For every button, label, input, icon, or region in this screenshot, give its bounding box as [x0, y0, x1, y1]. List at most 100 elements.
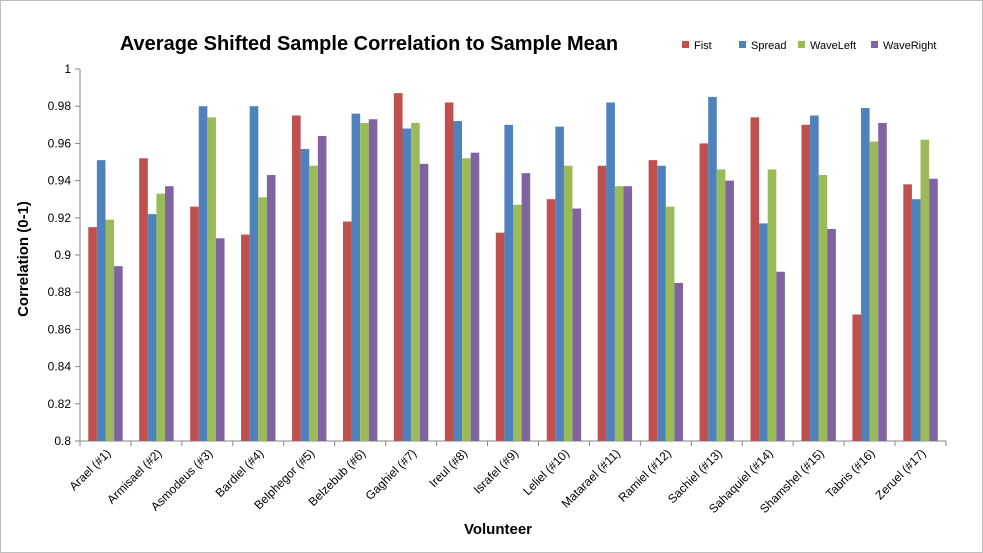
bar-waveleft	[665, 206, 675, 441]
bar-waveright	[878, 122, 887, 441]
legend-swatch-waveleft	[798, 41, 805, 48]
bar-spread	[147, 214, 157, 441]
bar-waveleft	[869, 141, 879, 442]
bar-spread	[555, 126, 564, 441]
y-tick-label: 0.88	[48, 285, 72, 299]
legend-label-waveleft: WaveLeft	[810, 40, 856, 52]
bar-spread	[810, 115, 819, 441]
bar-waveright	[623, 186, 633, 441]
bar-fist	[546, 199, 556, 441]
bar-waveleft	[207, 117, 216, 442]
bar-waveleft	[360, 122, 369, 441]
y-tick-label: 0.86	[48, 322, 72, 336]
bar-waveright	[725, 180, 734, 441]
legend-label-waveright: WaveRight	[883, 40, 936, 52]
bar-waveright	[827, 228, 836, 441]
bar-waveright	[114, 266, 123, 441]
bar-fist	[444, 102, 454, 441]
bar-spread	[453, 121, 463, 441]
bar-waveright	[929, 178, 938, 442]
bar-spread	[249, 106, 259, 441]
bar-spread	[911, 199, 921, 441]
y-tick-label: 0.9	[54, 248, 71, 262]
bar-waveleft	[258, 197, 267, 441]
x-tick-label: Arael (#1)	[66, 446, 113, 493]
bar-waveleft	[309, 165, 318, 441]
bar-fist	[903, 184, 912, 441]
bar-spread	[860, 108, 870, 441]
bar-fist	[139, 158, 148, 441]
bar-spread	[759, 223, 768, 441]
bar-waveright	[470, 152, 480, 441]
legend: Fist Spread WaveLeft WaveRight	[682, 40, 936, 52]
y-tick-label: 0.8	[54, 434, 71, 448]
x-tick-label: Gaghiel (#7)	[363, 446, 420, 503]
bar-waveleft	[105, 219, 115, 441]
x-tick-label: Zeruel (#17)	[873, 446, 929, 502]
bar-spread	[606, 102, 615, 441]
x-tick-label: Bardiel (#4)	[213, 446, 267, 500]
bar-waveleft	[563, 165, 573, 441]
bar-fist	[393, 93, 403, 442]
bar-waveright	[521, 173, 531, 441]
bar-waveleft	[411, 122, 420, 441]
y-tick-label: 0.94	[48, 174, 72, 188]
bar-waveleft	[513, 204, 522, 441]
x-tick-label: Israfel (#9)	[471, 446, 521, 496]
bar-spread	[351, 113, 361, 441]
bar-waveright	[165, 186, 174, 441]
x-axis-title: Volunteer	[464, 521, 532, 538]
y-tick-label: 0.96	[48, 136, 72, 150]
bar-waveleft	[818, 175, 828, 441]
legend-label-fist: Fist	[694, 40, 712, 52]
y-tick-label: 0.98	[48, 99, 72, 113]
y-tick-label: 0.92	[48, 211, 72, 225]
legend-swatch-spread	[739, 41, 746, 48]
x-tick-label: Tabris (#16)	[823, 446, 878, 501]
bar-waveright	[317, 135, 327, 441]
legend-swatch-fist	[682, 41, 689, 48]
bar-waveright	[674, 282, 684, 441]
bar-fist	[852, 314, 861, 441]
bar-fist	[88, 227, 97, 441]
bar-waveleft	[716, 169, 726, 441]
bar-fist	[241, 234, 250, 441]
y-tick-label: 0.82	[48, 397, 72, 411]
bar-fist	[648, 160, 658, 441]
bar-waveleft	[767, 169, 777, 441]
legend-swatch-waveright	[871, 41, 878, 48]
bar-waveleft	[462, 158, 471, 441]
bar-spread	[708, 96, 717, 442]
bar-waveleft	[614, 186, 624, 441]
legend-label-spread: Spread	[751, 40, 786, 52]
bar-waveright	[368, 119, 378, 441]
bar-fist	[190, 206, 199, 441]
bar-fist	[292, 115, 301, 441]
y-tick-label: 0.84	[48, 360, 72, 374]
x-tick-label: Leliel (#10)	[520, 446, 572, 498]
chart-title: Average Shifted Sample Correlation to Sa…	[120, 33, 618, 55]
bar-waveright	[572, 208, 582, 441]
bar-waveright	[419, 163, 429, 442]
bar-waveleft	[920, 139, 930, 441]
bar-waveright	[266, 175, 276, 441]
bar-spread	[96, 160, 106, 441]
plot-area: 0.8 0.82 0.84 0.86 0.88 0.9 0.92 0.94 0.96 0.98 1 A…	[48, 62, 947, 516]
bar-spread	[198, 106, 208, 441]
bar-spread	[504, 124, 513, 442]
bar-spread	[657, 165, 666, 441]
bar-waveright	[776, 271, 785, 441]
x-tick-label: Ireul (#8)	[426, 446, 470, 490]
bar-fist	[699, 143, 709, 441]
bar-fist	[495, 232, 505, 441]
y-tick-label: 1	[64, 62, 71, 76]
bar-waveleft	[156, 193, 166, 441]
bar-fist	[750, 117, 760, 442]
y-axis-title: Correlation (0-1)	[15, 201, 32, 317]
bar-spread	[402, 128, 412, 441]
bar-spread	[300, 148, 310, 442]
bar-fist	[597, 165, 607, 441]
bar-waveright	[215, 238, 225, 441]
